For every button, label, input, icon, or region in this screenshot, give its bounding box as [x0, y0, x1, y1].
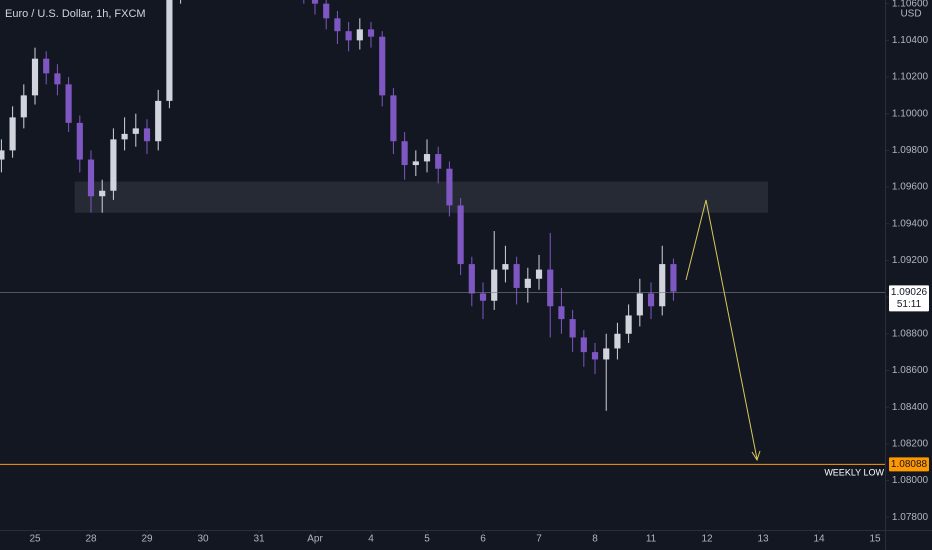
x-tick-label: 8 [592, 534, 598, 545]
y-tick-label: 1.08600 [892, 365, 929, 376]
candle-body [76, 122, 83, 160]
axes: 1.07800 1.08000 1.08200 1.08400 1.08600 1.088… [29, 0, 929, 545]
candle-body [524, 278, 531, 288]
x-tick-label: 29 [141, 534, 153, 545]
candle-body [143, 128, 151, 142]
candle-body [446, 168, 453, 206]
candle-body [580, 337, 587, 353]
candle-body [513, 264, 520, 288]
x-tick-label: Apr [307, 534, 323, 545]
candle-body [323, 3, 330, 19]
x-tick-label: 31 [253, 534, 265, 545]
current-price-label: 1.09026 [891, 287, 928, 298]
candle-body [479, 293, 487, 301]
candle-body [412, 161, 419, 166]
candle-body [155, 100, 162, 142]
candle-body [99, 190, 106, 197]
candle-body [468, 264, 475, 294]
candle-body [367, 29, 375, 37]
arrow-head [751, 450, 761, 462]
x-tick-label: 4 [368, 534, 374, 545]
candle-body [31, 58, 39, 96]
candle-body [110, 139, 117, 191]
y-tick-label: 1.09800 [892, 145, 929, 156]
candle-body [87, 159, 95, 197]
x-tick-label: 12 [701, 534, 713, 545]
x-tick-label: 13 [757, 534, 769, 545]
y-tick-label: 1.10400 [892, 35, 929, 46]
candle-body [121, 133, 128, 140]
y-tick-label: 1.09200 [892, 255, 929, 266]
candle-body [491, 269, 498, 301]
x-tick-label: 11 [646, 534, 657, 545]
weekly-low-label: WEEKLY LOW [824, 468, 884, 478]
countdown-label: 51:11 [897, 299, 922, 310]
weekly-low-price: 1.08088 [891, 459, 928, 470]
x-tick-label: 7 [536, 534, 542, 545]
candle-body [502, 264, 509, 270]
x-tick-label: 6 [480, 534, 486, 545]
y-tick-label: 1.09400 [892, 218, 929, 229]
candle-body [345, 31, 352, 41]
y-tick-label: 1.10200 [892, 72, 929, 83]
candle-body [569, 319, 576, 338]
arrow-path [685, 199, 758, 460]
candle-body [636, 293, 643, 316]
candle-body [647, 293, 655, 307]
x-tick-label: 25 [29, 534, 41, 545]
candle-body [457, 205, 464, 265]
candle-body [9, 117, 16, 151]
projection-arrow [685, 199, 761, 462]
candle-body [43, 58, 50, 74]
candle-body [614, 333, 621, 349]
candle-body [547, 269, 554, 307]
y-tick-label: 1.08200 [892, 438, 929, 449]
y-tick-label: 1.08000 [892, 475, 929, 486]
candle-body [535, 269, 543, 279]
chart-title: Euro / U.S. Dollar, 1h, FXCM [5, 8, 146, 20]
x-tick-label: 5 [424, 534, 430, 545]
y-tick-label: 1.09600 [892, 182, 929, 193]
candle-body [659, 264, 666, 307]
candle-body [54, 73, 61, 85]
current-price-box [889, 285, 929, 312]
candle-body [311, 0, 319, 4]
candle-body [401, 141, 408, 166]
plot-area [0, 0, 885, 465]
x-tick-label: 28 [85, 534, 97, 545]
y-tick-label: 1.10000 [892, 108, 929, 119]
y-unit: USD [900, 9, 921, 20]
candle-body [379, 36, 386, 96]
x-tick-label: 30 [197, 534, 209, 545]
weekly-low-box [889, 457, 929, 472]
candle-body [334, 18, 341, 32]
candle-body [591, 352, 599, 360]
candle-body [670, 264, 677, 292]
candle-body [356, 29, 363, 41]
candle-body [390, 95, 397, 142]
candle-body [166, 0, 173, 101]
candle-body [625, 315, 632, 334]
candle-body [603, 348, 610, 360]
y-tick-label: 1.10600 [892, 0, 929, 9]
candle-body [65, 84, 72, 123]
x-tick-label: 15 [869, 534, 881, 545]
candle-body [435, 154, 442, 169]
candle-body [423, 154, 431, 162]
candle-body [132, 128, 139, 134]
candle-body [0, 150, 5, 160]
x-tick-label: 14 [813, 534, 825, 545]
candle-body [558, 306, 565, 320]
y-tick-label: 1.08400 [892, 402, 929, 413]
y-tick-label: 1.08800 [892, 328, 929, 339]
y-tick-label: 1.07800 [892, 512, 929, 523]
resistance-zone [74, 181, 769, 213]
candle-body [20, 95, 27, 118]
